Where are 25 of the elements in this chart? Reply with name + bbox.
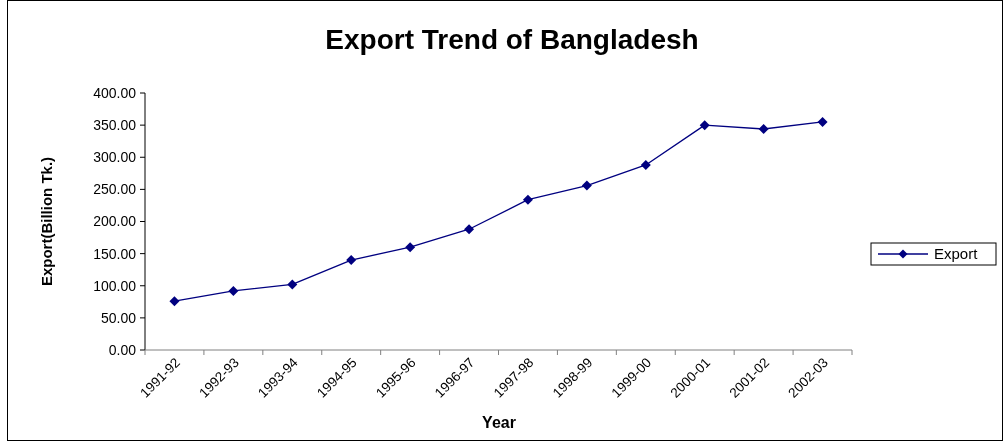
point: [346, 255, 357, 266]
y-tick-label: 250.00: [93, 181, 137, 198]
y-tick-label: 200.00: [93, 213, 137, 230]
y-tick-label: 0.00: [108, 341, 137, 358]
y-axis-title: Export(Billion Tk.): [38, 156, 55, 287]
point: [522, 194, 533, 205]
point: [405, 242, 416, 253]
point: [169, 296, 180, 307]
y-tick-label: 150.00: [93, 245, 137, 262]
point: [287, 279, 298, 290]
y-tick-label: 300.00: [93, 149, 137, 166]
y-tick-label: 350.00: [93, 117, 137, 134]
y-tick-label: 100.00: [93, 277, 137, 294]
point: [758, 123, 769, 134]
point: [699, 120, 710, 131]
point: [464, 224, 475, 235]
x-axis-title: Year: [482, 414, 516, 431]
point: [228, 285, 239, 296]
y-tick-label: 50.00: [100, 309, 137, 326]
legend-label: Export: [934, 245, 979, 263]
point: [640, 159, 651, 170]
point: [581, 180, 592, 191]
y-tick-label: 400.00: [93, 84, 137, 101]
chart-title: Export Trend of Bangladesh: [325, 24, 699, 55]
point: [817, 116, 828, 127]
